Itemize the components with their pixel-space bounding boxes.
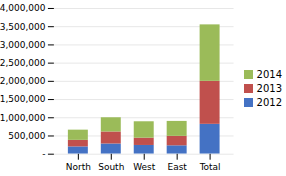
svg-text:East: East <box>167 162 187 172</box>
html-text:2014: 2014 <box>256 68 282 80</box>
html-text:2012: 2012 <box>256 96 282 108</box>
svg-text:3,500,000: 3,500,000 <box>0 22 46 32</box>
svg-text:3,000,000: 3,000,000 <box>0 40 46 50</box>
svg-text:West: West <box>133 162 156 172</box>
svg-text:-: - <box>42 149 45 159</box>
svg-text:1,000,000: 1,000,000 <box>0 113 46 123</box>
svg-text:1,500,000: 1,500,000 <box>0 95 46 105</box>
svg-text:North: North <box>66 162 91 172</box>
svg-text:4,000,000: 4,000,000 <box>0 4 46 14</box>
svg-text:South: South <box>98 162 124 172</box>
html-text:2013: 2013 <box>256 82 282 94</box>
svg-text:500,000: 500,000 <box>8 131 45 141</box>
svg-text:2,000,000: 2,000,000 <box>0 76 46 86</box>
svg-text:Total: Total <box>199 162 221 172</box>
svg-text:2,500,000: 2,500,000 <box>0 58 46 68</box>
